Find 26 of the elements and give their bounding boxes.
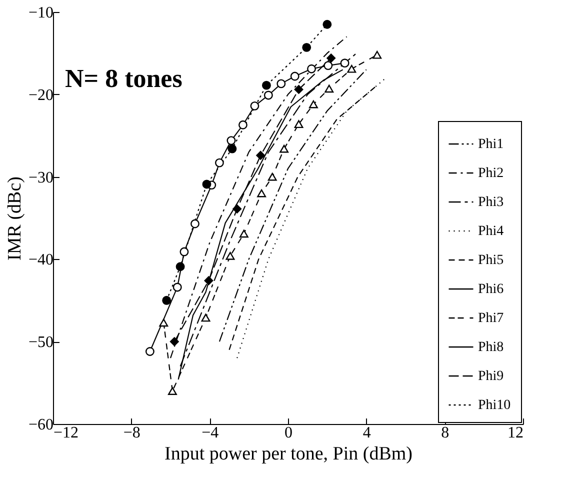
legend-label: Phi6: [478, 282, 504, 297]
legend-label: Phi9: [478, 369, 504, 384]
legend-label: Phi1: [478, 137, 504, 152]
legend-label: Phi7: [478, 311, 504, 326]
x-tick-label: −4: [202, 424, 219, 442]
legend-label: Phi4: [478, 224, 504, 239]
y-tick-label: −50: [28, 334, 54, 352]
y-tick-label: −60: [28, 416, 54, 434]
legend-label: Phi10: [478, 398, 511, 413]
text: N= 8 tones: [64, 64, 182, 93]
x-tick-label: 8: [441, 424, 450, 442]
y-tick-label: −20: [28, 86, 54, 104]
y-axis-title: IMR (dBc): [4, 176, 26, 260]
x-tick-label: −12: [54, 424, 79, 442]
legend-label: Phi2: [478, 166, 504, 181]
legend-label: Phi8: [478, 340, 504, 355]
x-tick-label: −8: [123, 424, 140, 442]
x-tick-label: 12: [508, 424, 524, 442]
y-tick-label: −40: [28, 252, 54, 269]
x-axis-title: Input power per tone, Pin (dBm): [164, 444, 413, 464]
legend-label: Phi5: [478, 253, 504, 268]
y-tick-label: −30: [28, 169, 54, 186]
x-tick-label: 0: [284, 424, 292, 442]
legend-label: Phi3: [478, 195, 504, 210]
y-tick-label: −10: [28, 4, 54, 22]
x-tick-label: 4: [362, 424, 371, 442]
